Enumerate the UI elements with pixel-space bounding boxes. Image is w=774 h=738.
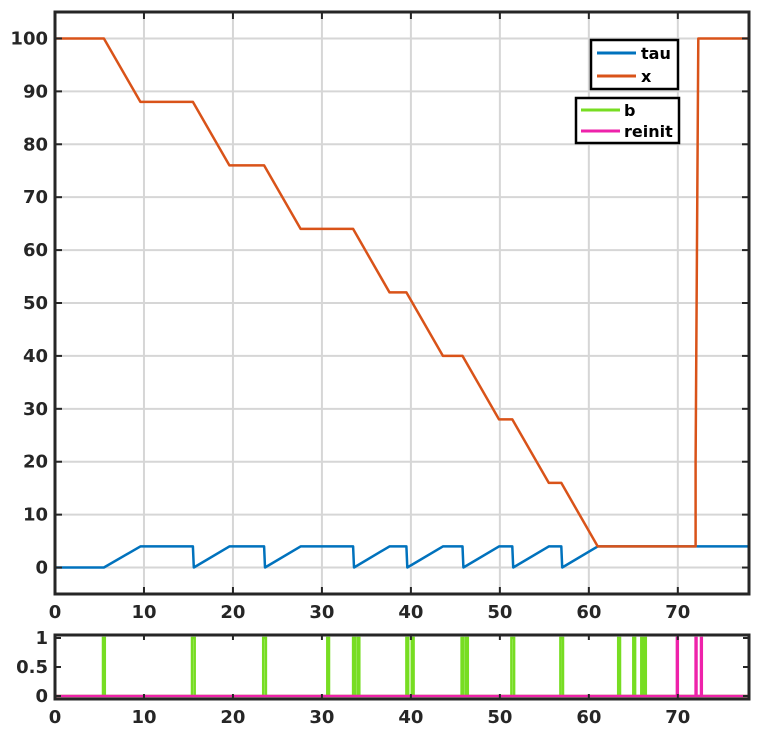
main-lines <box>55 37 749 569</box>
y-tick-label: 20 <box>23 452 48 473</box>
y-tick-label: 10 <box>23 505 48 526</box>
x-tick-label: 30 <box>309 602 334 623</box>
x-tick-label: 50 <box>487 602 512 623</box>
main-plot: 0 10 20 30 40 50 60 70 0 10 20 30 40 50 60 70 80 90 100 t… <box>10 10 751 623</box>
sub-x-tick-label: 20 <box>220 707 245 728</box>
series-line-x <box>55 37 749 548</box>
sub-y-tick-label: 1 <box>35 628 48 649</box>
y-tick-label: 80 <box>23 134 48 155</box>
main-x-tick-labels: 0 10 20 30 40 50 60 70 <box>49 602 691 623</box>
sub-x-tick-label: 60 <box>576 707 601 728</box>
main-y-tick-labels: 0 10 20 30 40 50 60 70 80 90 100 <box>10 28 48 578</box>
x-tick-label: 0 <box>49 602 62 623</box>
legend-x-label: x <box>641 67 652 86</box>
sub-x-tick-label: 50 <box>487 707 512 728</box>
y-tick-label: 90 <box>23 81 48 102</box>
y-tick-label: 50 <box>23 293 48 314</box>
y-tick-label: 30 <box>23 399 48 420</box>
sub-ticks <box>54 635 749 699</box>
series-line-tau <box>55 545 749 569</box>
main-legend-box <box>589 38 680 91</box>
legend-b-label: b <box>624 101 635 120</box>
legend-tau-label: tau <box>641 44 671 63</box>
x-tick-label: 10 <box>131 602 156 623</box>
sub-plot: 0 10 20 30 40 50 60 70 00.51 <box>16 628 751 728</box>
y-tick-label: 0 <box>35 558 48 579</box>
legend-reinit-label: reinit <box>624 122 673 141</box>
x-tick-label: 20 <box>220 602 245 623</box>
x-tick-label: 70 <box>665 602 690 623</box>
main-ticks <box>54 12 749 594</box>
sub-legend-box <box>574 96 681 145</box>
sub-x-tick-label: 0 <box>49 707 62 728</box>
sub-y-tick-label: 0.5 <box>16 657 48 678</box>
x-tick-label: 40 <box>398 602 423 623</box>
sub-y-tick-label: 0 <box>35 686 48 707</box>
sub-x-tick-label: 70 <box>665 707 690 728</box>
x-tick-label: 60 <box>576 602 601 623</box>
y-tick-label: 40 <box>23 346 48 367</box>
y-tick-label: 60 <box>23 240 48 261</box>
y-tick-label: 100 <box>10 28 48 49</box>
main-legend: tau x <box>589 38 680 91</box>
sub-x-tick-label: 10 <box>131 707 156 728</box>
sub-x-tick-label: 30 <box>309 707 334 728</box>
sub-x-tick-labels: 0 10 20 30 40 50 60 70 <box>49 707 691 728</box>
sub-legend: b reinit <box>574 96 681 145</box>
sub-y-tick-labels: 00.51 <box>16 628 48 707</box>
sub-x-tick-label: 40 <box>398 707 423 728</box>
y-tick-label: 70 <box>23 187 48 208</box>
